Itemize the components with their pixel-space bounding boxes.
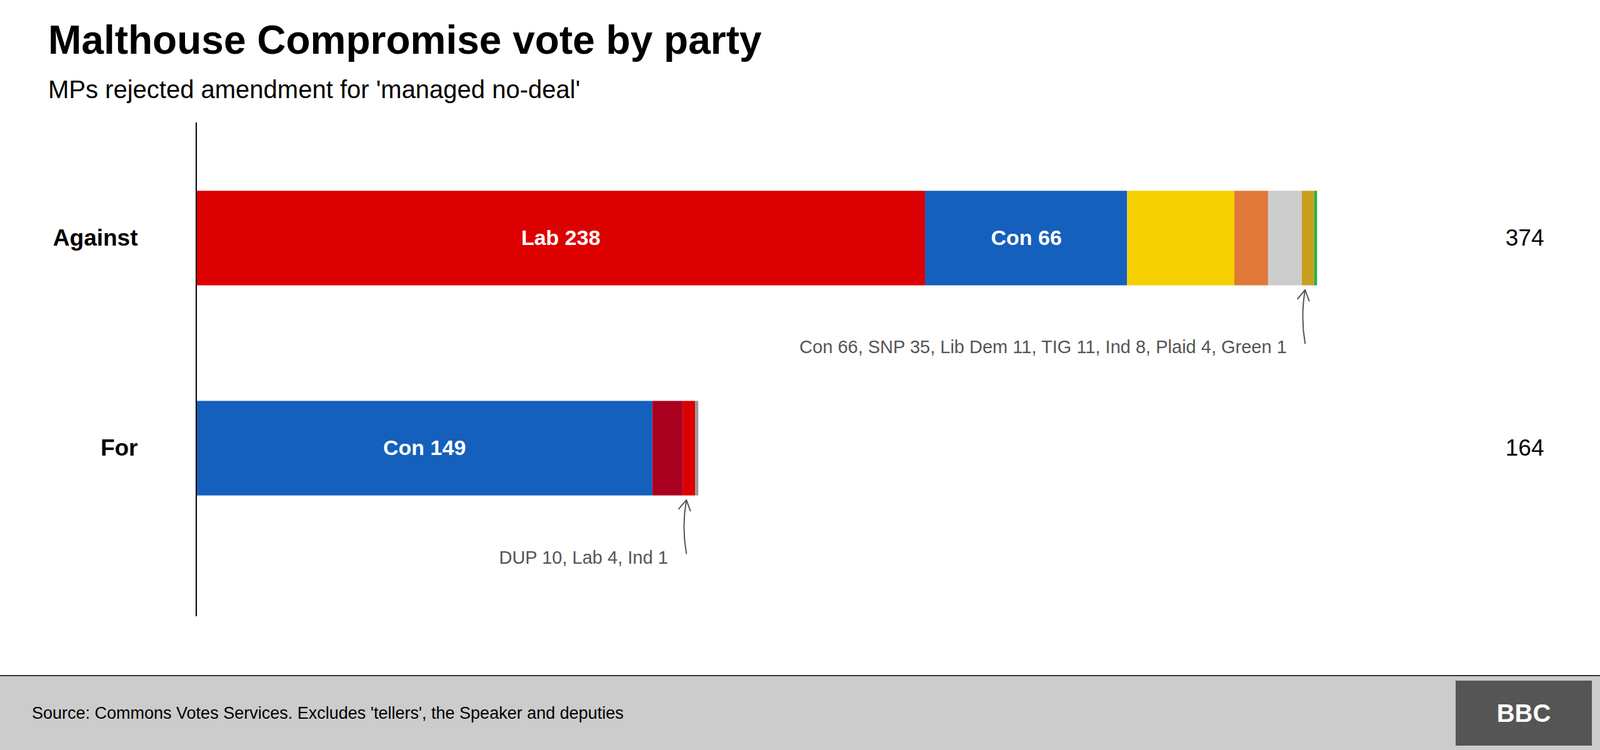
- svg-text:Con 149: Con 149: [383, 435, 466, 460]
- svg-text:For: For: [100, 435, 139, 461]
- svg-text:DUP 10, Lab 4, Ind 1: DUP 10, Lab 4, Ind 1: [498, 546, 668, 567]
- html-text:MPs rejected amendment for 'ma: MPs rejected amendment for 'managed no-d…: [48, 75, 581, 103]
- html-text:BBC: BBC: [1496, 699, 1551, 727]
- svg-text:Lab 238: Lab 238: [521, 225, 601, 250]
- html-text:Malthouse Compromise vote by p: Malthouse Compromise vote by party: [48, 17, 762, 63]
- svg-text:Con 66, SNP 35, Lib Dem 11, TI: Con 66, SNP 35, Lib Dem 11, TIG 11, Ind …: [799, 336, 1287, 357]
- svg-text:164: 164: [1505, 435, 1545, 461]
- svg-text:Against: Against: [53, 225, 139, 251]
- svg-text:374: 374: [1505, 225, 1545, 251]
- html-text:Source: Commons Votes Services: Source: Commons Votes Services. Excludes…: [31, 703, 624, 723]
- svg-text:Con 66: Con 66: [991, 225, 1062, 250]
